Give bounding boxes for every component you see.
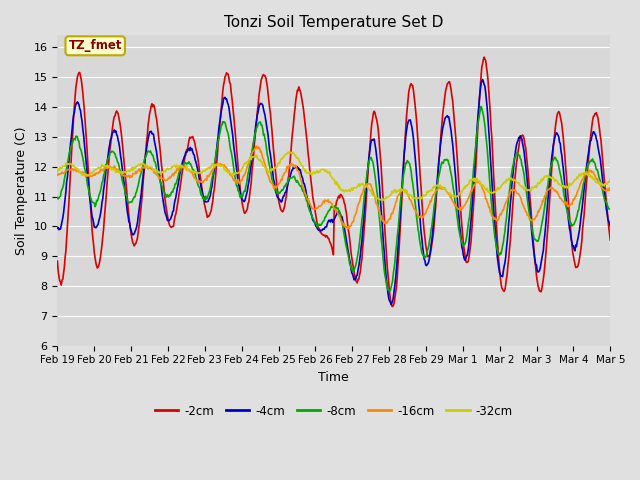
Text: TZ_fmet: TZ_fmet	[68, 39, 122, 52]
Y-axis label: Soil Temperature (C): Soil Temperature (C)	[15, 126, 28, 255]
X-axis label: Time: Time	[319, 371, 349, 384]
Legend: -2cm, -4cm, -8cm, -16cm, -32cm: -2cm, -4cm, -8cm, -16cm, -32cm	[150, 400, 518, 422]
Title: Tonzi Soil Temperature Set D: Tonzi Soil Temperature Set D	[224, 15, 444, 30]
